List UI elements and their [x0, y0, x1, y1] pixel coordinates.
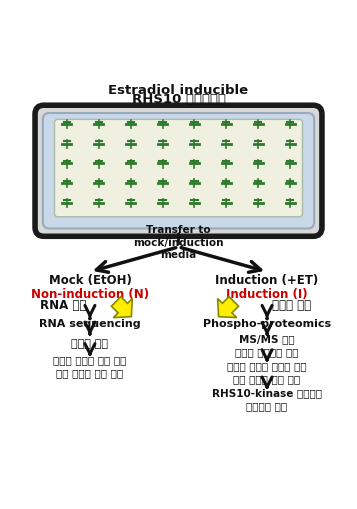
Text: Transfer to
mock/induction
media: Transfer to mock/induction media [133, 225, 224, 260]
Polygon shape [218, 297, 238, 318]
FancyBboxPatch shape [43, 114, 314, 229]
Text: Non-induction (N): Non-induction (N) [31, 288, 149, 300]
Text: Phospho-proteomics: Phospho-proteomics [203, 319, 331, 328]
Text: 선별된 유전자 발현 확인
타짳 유전자 기능 분석: 선별된 유전자 발현 확인 타짳 유전자 기능 분석 [53, 354, 127, 378]
Text: Induction (+ET): Induction (+ET) [215, 274, 319, 287]
Text: Induction (I): Induction (I) [226, 288, 308, 300]
Text: 단백질 추출: 단백질 추출 [272, 298, 311, 311]
Text: 선별된 단백질 인산화 확인
타짳 유전자 기능 분석: 선별된 단백질 인산화 확인 타짳 유전자 기능 분석 [227, 360, 307, 383]
FancyBboxPatch shape [55, 120, 302, 217]
Polygon shape [111, 297, 132, 318]
Text: RHS10 형질전환체: RHS10 형질전환체 [131, 93, 226, 106]
Text: RHS10-kinase 신호전달
메커니즘 규명: RHS10-kinase 신호전달 메커니즘 규명 [212, 388, 322, 410]
Text: RNA sequencing: RNA sequencing [39, 319, 141, 328]
Text: Mock (EtOH): Mock (EtOH) [49, 274, 131, 287]
FancyBboxPatch shape [35, 106, 322, 237]
Text: 유전체 분석: 유전체 분석 [71, 338, 109, 348]
Text: MS/MS 의리
인산화 단백질체 분석: MS/MS 의리 인산화 단백질체 분석 [235, 333, 299, 356]
Text: Estradiol inducible: Estradiol inducible [109, 83, 248, 97]
Text: RNA 추출: RNA 추출 [40, 298, 86, 311]
